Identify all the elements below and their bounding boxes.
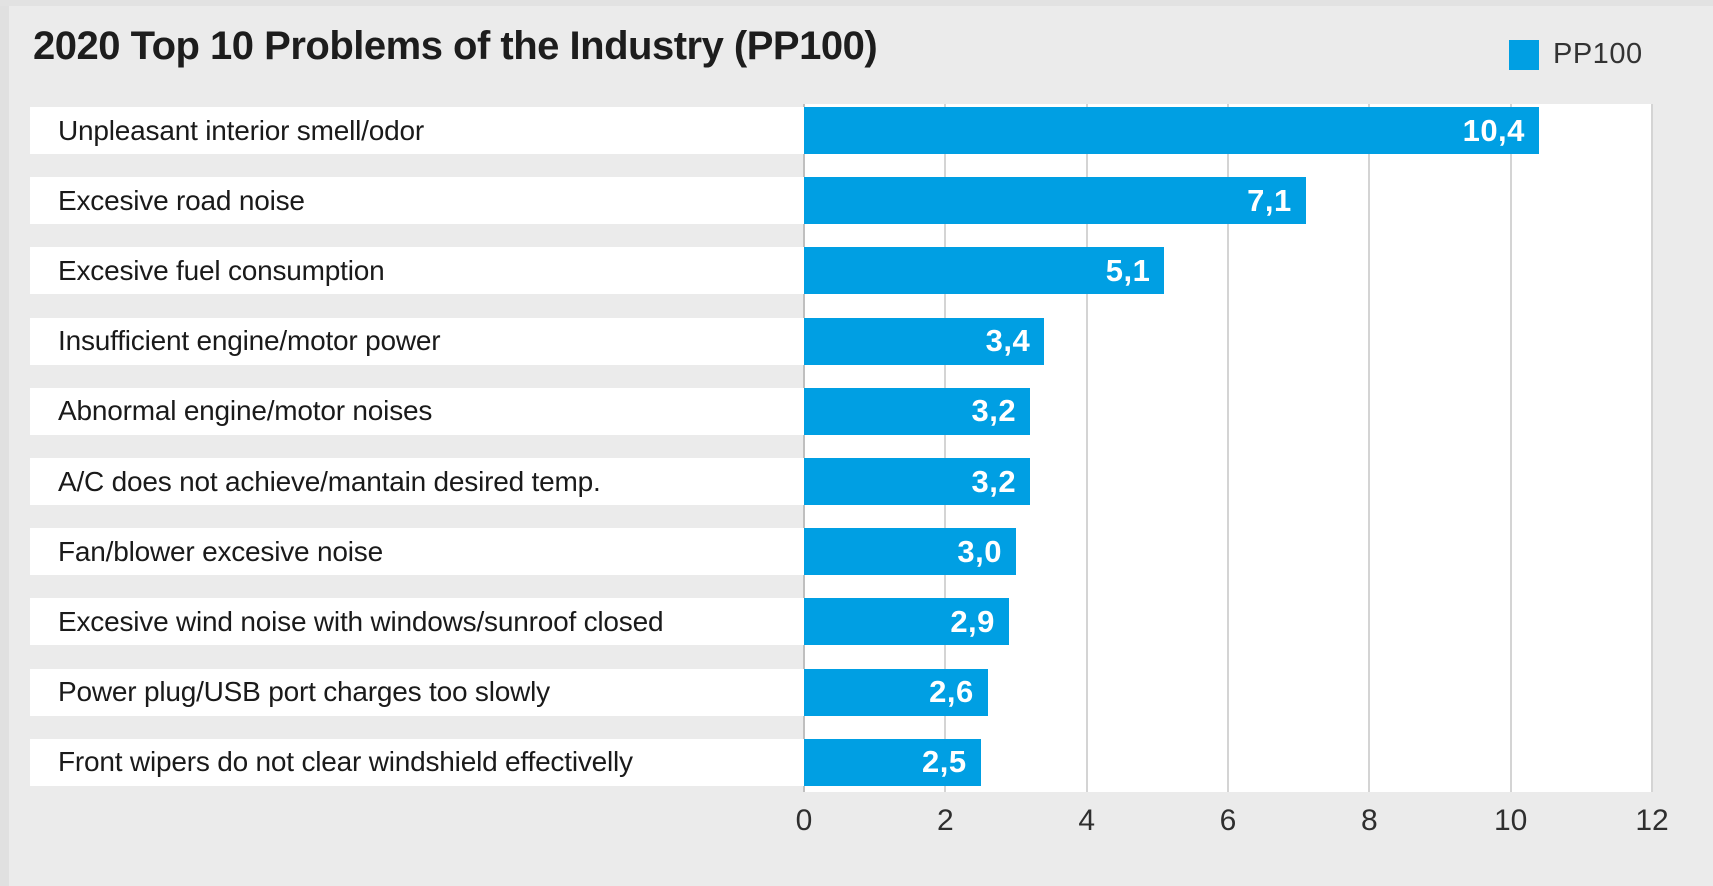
category-band: Unpleasant interior smell/odor bbox=[30, 107, 804, 154]
category-band: Excesive road noise bbox=[30, 177, 804, 225]
category-label: Unpleasant interior smell/odor bbox=[58, 114, 424, 146]
bar: 2,9 bbox=[804, 598, 1009, 646]
category-label: A/C does not achieve/mantain desired tem… bbox=[58, 465, 601, 497]
bar-value-label: 7,1 bbox=[1247, 182, 1292, 218]
bar: 2,5 bbox=[804, 738, 981, 786]
bar: 10,4 bbox=[804, 107, 1539, 154]
category-band: Front wipers do not clear windshield eff… bbox=[30, 738, 804, 786]
grid-line-12 bbox=[1651, 104, 1653, 792]
grid-line-4 bbox=[1085, 104, 1088, 792]
legend-swatch-pp100 bbox=[1509, 39, 1539, 70]
category-label: Front wipers do not clear windshield eff… bbox=[58, 746, 633, 778]
bar-value-label: 3,0 bbox=[957, 533, 1002, 569]
category-band: Abnormal engine/motor noises bbox=[30, 387, 804, 435]
category-label: Excesive fuel consumption bbox=[58, 254, 385, 286]
bar: 2,6 bbox=[804, 668, 988, 716]
left-edge-shade bbox=[0, 0, 9, 886]
x-tick-label-8: 8 bbox=[1360, 804, 1378, 837]
x-tick-label-4: 4 bbox=[1078, 804, 1095, 837]
x-tick-label-2: 2 bbox=[936, 804, 954, 837]
grid-line-6 bbox=[1227, 104, 1229, 792]
bar: 7,1 bbox=[804, 177, 1306, 225]
category-band: Fan/blower excesive noise bbox=[30, 528, 804, 576]
x-tick-label-0: 0 bbox=[795, 804, 813, 837]
legend: PP100 bbox=[1509, 38, 1643, 71]
category-label: Excesive road noise bbox=[58, 184, 305, 216]
bar-value-label: 2,9 bbox=[950, 603, 995, 639]
category-band: Excesive wind noise with windows/sunroof… bbox=[30, 598, 804, 646]
bar: 3,0 bbox=[804, 528, 1016, 576]
bar: 3,4 bbox=[804, 317, 1045, 365]
bar-value-label: 3,2 bbox=[971, 393, 1017, 429]
bar-value-label: 5,1 bbox=[1105, 252, 1151, 288]
category-label: Insufficient engine/motor power bbox=[58, 325, 441, 357]
chart-title: 2020 Top 10 Problems of the Industry (PP… bbox=[33, 24, 878, 68]
grid-line-8 bbox=[1368, 104, 1371, 792]
category-band: Power plug/USB port charges too slowly bbox=[30, 668, 804, 716]
top-edge-shade bbox=[0, 0, 1713, 6]
category-label: Excesive wind noise with windows/sunroof… bbox=[58, 605, 664, 637]
category-band: Excesive fuel consumption bbox=[30, 247, 804, 295]
bar: 3,2 bbox=[804, 387, 1031, 435]
grid-line-10 bbox=[1509, 104, 1512, 792]
category-label: Fan/blower excesive noise bbox=[58, 535, 383, 567]
grid-line-2 bbox=[944, 104, 947, 792]
x-tick-label-6: 6 bbox=[1219, 804, 1237, 837]
bar: 3,2 bbox=[804, 458, 1031, 505]
x-tick-label-12: 12 bbox=[1635, 804, 1669, 837]
grid-line-0 bbox=[803, 104, 805, 792]
bar-value-label: 3,4 bbox=[985, 323, 1031, 359]
legend-label: PP100 bbox=[1553, 38, 1643, 70]
x-tick-label-10: 10 bbox=[1493, 804, 1528, 837]
category-label: Abnormal engine/motor noises bbox=[58, 395, 433, 427]
bar: 5,1 bbox=[804, 247, 1165, 295]
category-band: A/C does not achieve/mantain desired tem… bbox=[30, 458, 804, 505]
bar-value-label: 2,6 bbox=[929, 674, 974, 710]
bar-value-label: 10,4 bbox=[1462, 112, 1525, 148]
bar-value-label: 3,2 bbox=[971, 463, 1017, 499]
category-label: Power plug/USB port charges too slowly bbox=[58, 676, 550, 708]
category-band: Insufficient engine/motor power bbox=[30, 317, 804, 365]
bar-value-label: 2,5 bbox=[922, 744, 967, 780]
